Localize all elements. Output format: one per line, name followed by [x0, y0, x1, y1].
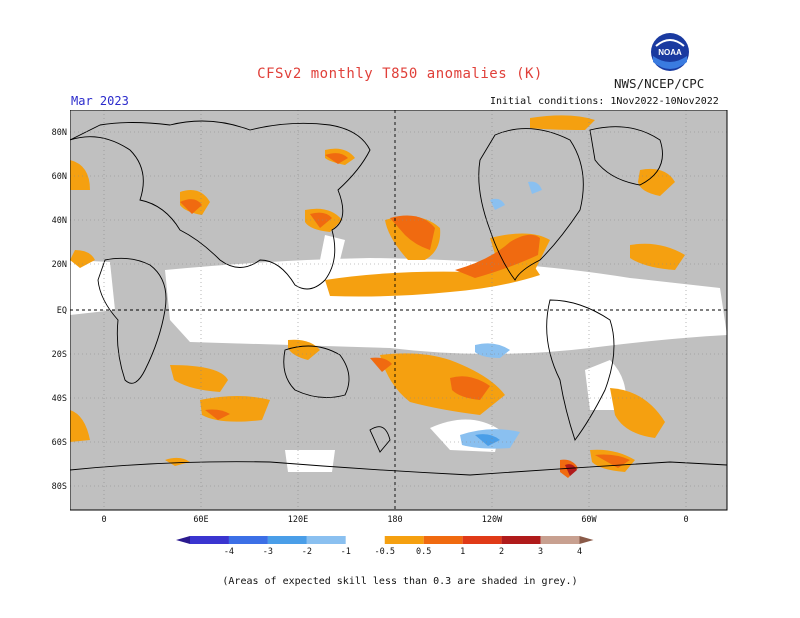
- colorbar-label: 4: [577, 547, 582, 557]
- lat-label: 20S: [52, 350, 67, 360]
- colorbar-label: 1: [460, 547, 465, 557]
- lat-axis: 80N 60N 40N 20N EQ 20S 40S 60S 80S: [52, 128, 67, 492]
- colorbar-swatch: [384, 536, 424, 544]
- anomaly-negative-2-1: [475, 434, 500, 446]
- lon-label: 180: [387, 515, 402, 525]
- lat-label: 60S: [52, 438, 67, 448]
- lat-label: 40S: [52, 394, 67, 404]
- forecast-month: Mar 2023: [71, 94, 129, 108]
- colorbar-swatch: [267, 536, 307, 544]
- lon-label: 60E: [193, 515, 208, 525]
- anomaly-positive-1-2: [180, 153, 630, 478]
- lon-label: 0: [101, 515, 106, 525]
- lon-label: 60W: [581, 515, 597, 525]
- lon-axis: 0 60E 120E 180 120W 60W 0: [101, 515, 688, 525]
- colorbar-label: -0.5: [375, 547, 395, 557]
- initial-conditions: Initial conditions: 1Nov2022-10Nov2022: [490, 96, 719, 107]
- lon-label: 120W: [482, 515, 503, 525]
- lat-label: 80N: [52, 128, 67, 138]
- colorbar-swatch: [228, 536, 268, 544]
- coastlines: [70, 120, 728, 476]
- colorbar-swatch: [190, 536, 229, 544]
- lat-label: 20N: [52, 260, 67, 270]
- colorbar-arrow-low: [176, 536, 190, 544]
- agency-label: NWS/NCEP/CPC: [614, 76, 705, 91]
- map-frame: [70, 110, 728, 511]
- colorbar-label: -4: [224, 547, 234, 557]
- colorbar-label: 0.5: [416, 547, 431, 557]
- skill-note: (Areas of expected skill less than 0.3 a…: [222, 576, 578, 587]
- lat-label: 80S: [52, 482, 67, 492]
- colorbar-swatch: [501, 536, 541, 544]
- colorbar-swatch: [345, 536, 385, 544]
- anomaly-map: [70, 110, 728, 511]
- colorbar-swatch: [462, 536, 502, 544]
- colorbar-label: -3: [263, 547, 273, 557]
- colorbar-swatch: [306, 536, 346, 544]
- colorbar-label: -2: [302, 547, 312, 557]
- colorbar-swatch: [540, 536, 580, 544]
- colorbar-label: 3: [538, 547, 543, 557]
- colorbar-swatch: [423, 536, 463, 544]
- colorbar-label: 2: [499, 547, 504, 557]
- logo-text: NOAA: [658, 48, 682, 57]
- colorbar: -4 -3 -2 -1 -0.5 0.5 1 2 3 4: [176, 536, 594, 557]
- noaa-logo-icon: NOAA: [651, 33, 689, 71]
- lat-label: 60N: [52, 172, 67, 182]
- colorbar-arrow-high: [579, 536, 594, 544]
- lat-label: EQ: [57, 306, 67, 316]
- lat-label: 40N: [52, 216, 67, 226]
- anomaly-positive-2-3: [565, 464, 577, 476]
- lon-label: 120E: [288, 515, 308, 525]
- lon-label: 0: [683, 515, 688, 525]
- colorbar-label: -1: [341, 547, 351, 557]
- chart-title: CFSv2 monthly T850 anomalies (K): [257, 66, 543, 82]
